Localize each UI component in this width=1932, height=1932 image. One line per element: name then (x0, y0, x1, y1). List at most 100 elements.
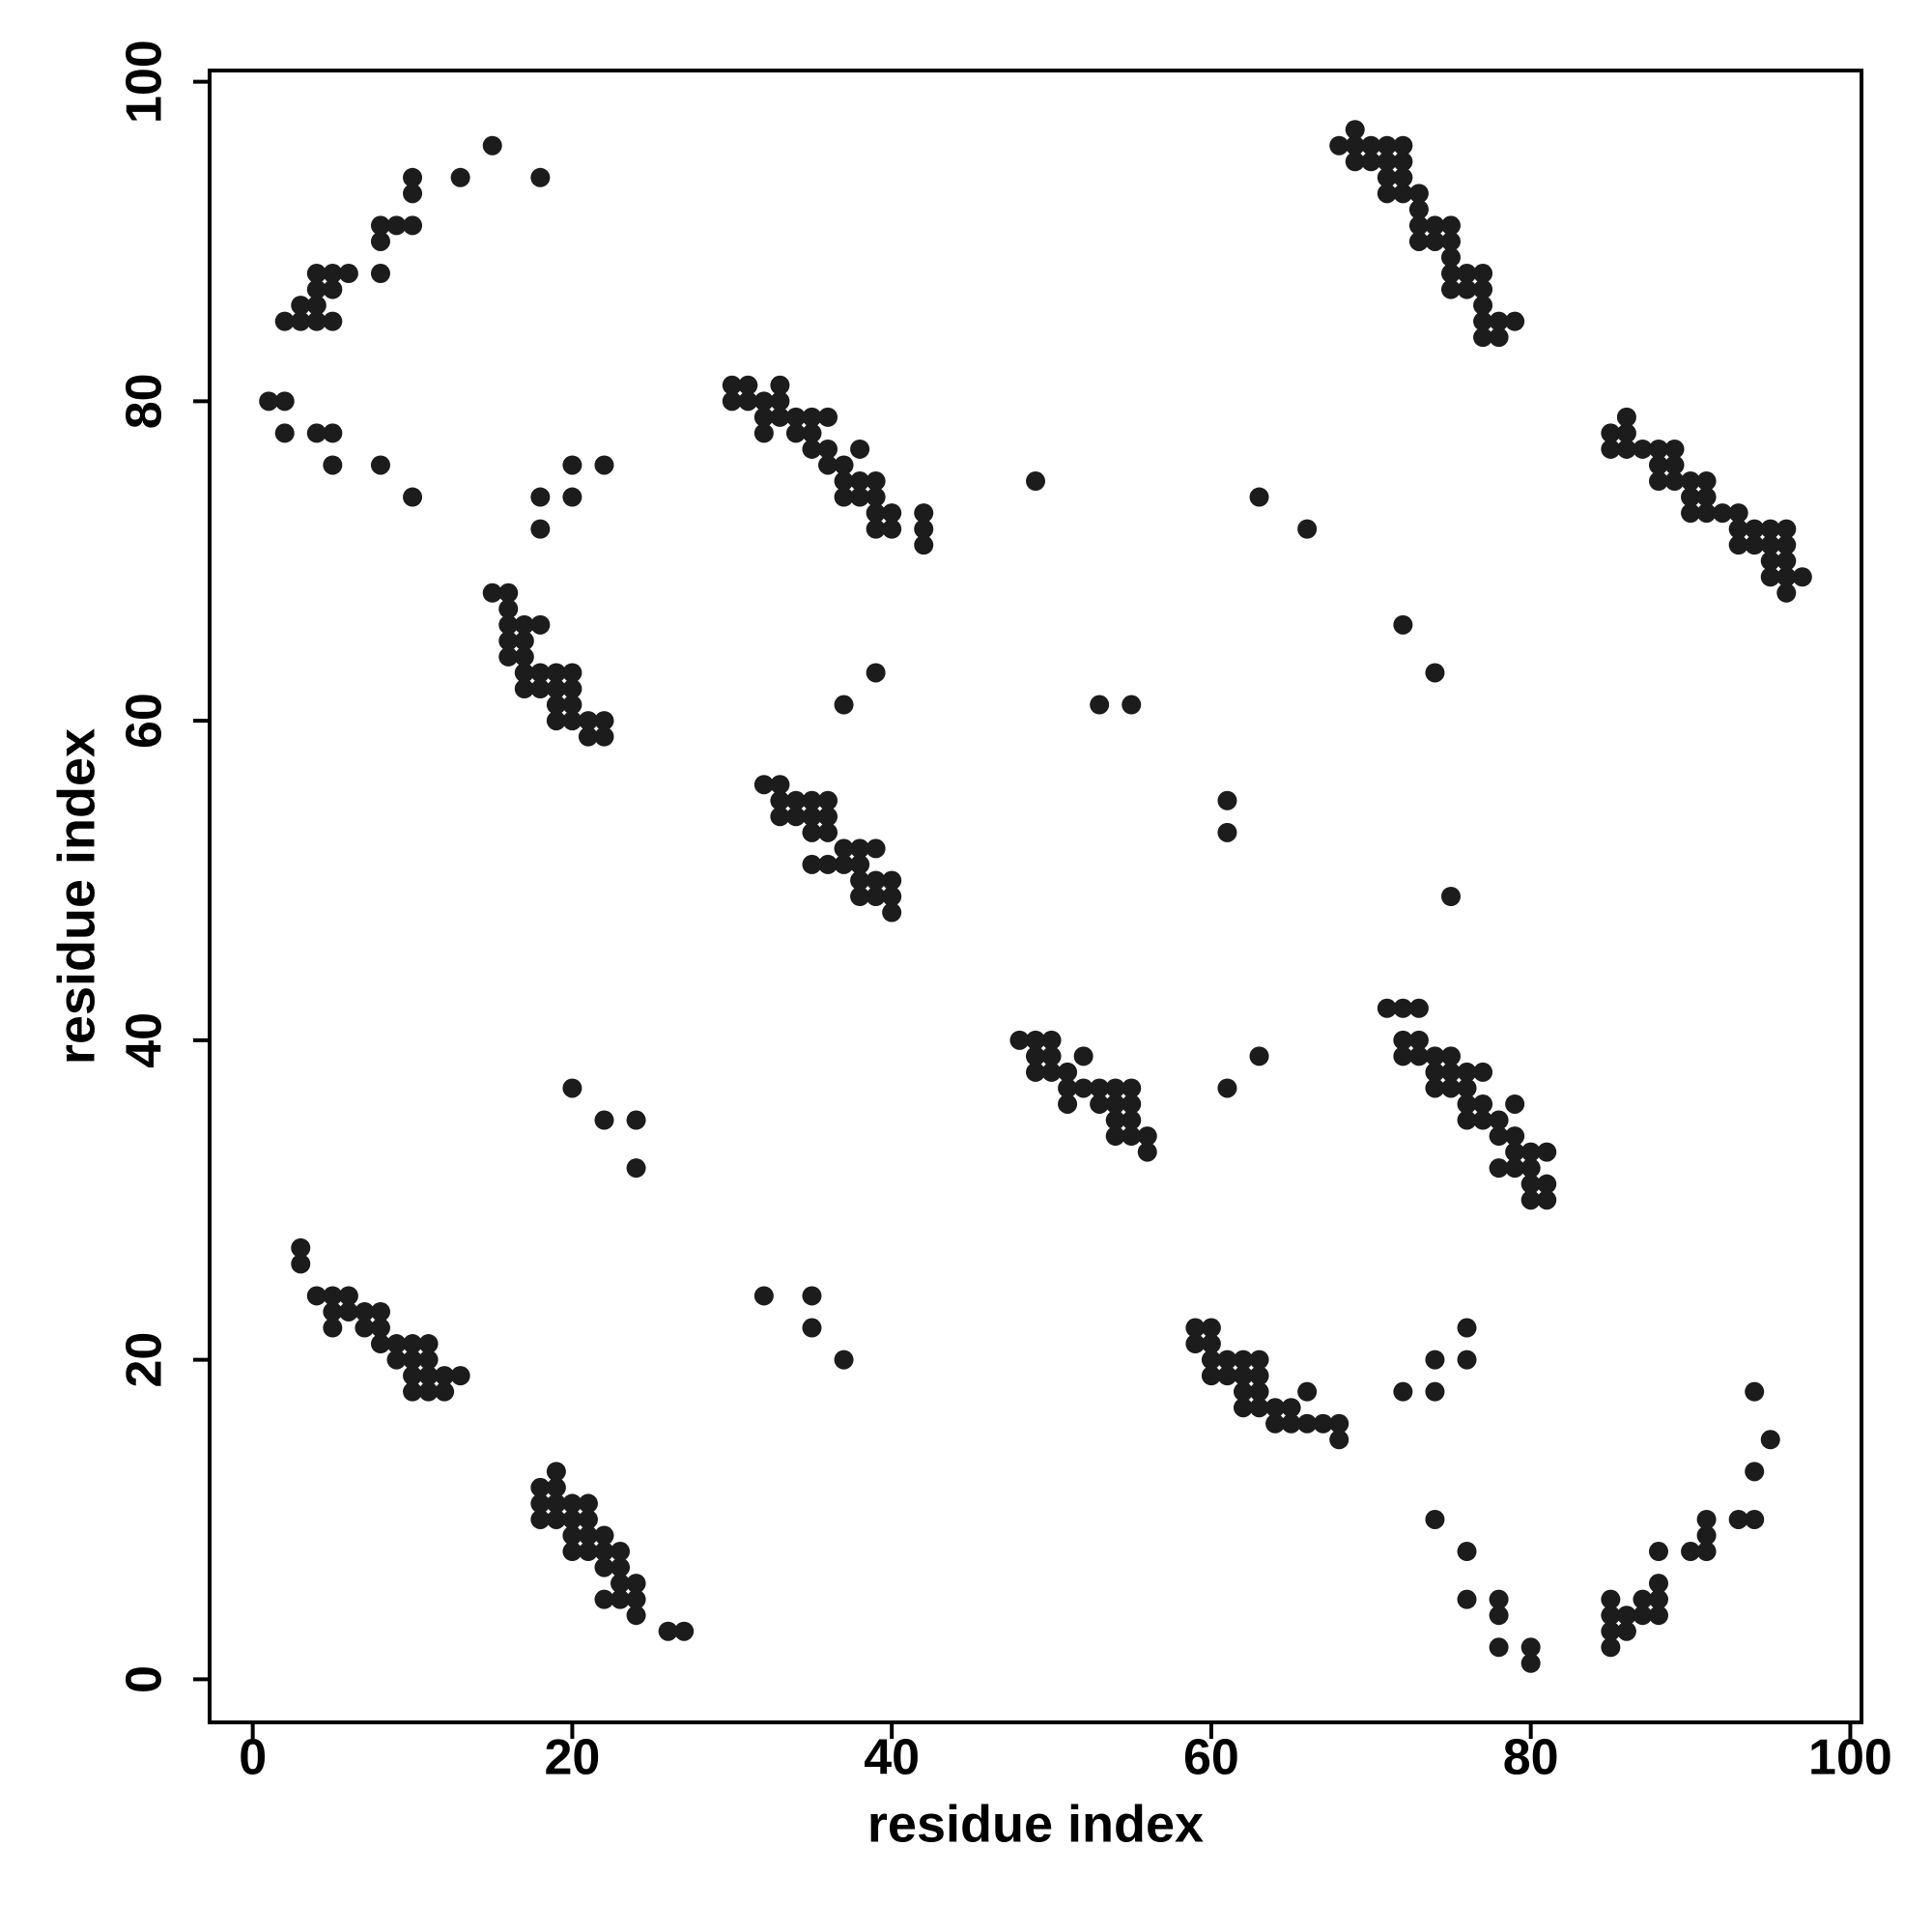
point (1249, 1398, 1269, 1418)
point (1297, 1413, 1318, 1434)
point (1520, 1158, 1541, 1179)
point (770, 407, 790, 427)
point (785, 790, 806, 810)
point (323, 423, 343, 443)
y-tick-label: 40 (117, 1012, 173, 1068)
point (562, 1078, 582, 1098)
point (866, 887, 886, 906)
point (1537, 1174, 1557, 1194)
point (306, 311, 327, 331)
point (1696, 1509, 1717, 1529)
point (1361, 152, 1381, 172)
point (914, 503, 934, 524)
point (1520, 1653, 1541, 1673)
point (802, 790, 822, 810)
x-axis-label: residue index (867, 1795, 1204, 1853)
point (1425, 1350, 1445, 1370)
point (1728, 535, 1748, 555)
point (1233, 1366, 1253, 1386)
point (1058, 1062, 1078, 1082)
point (1473, 1094, 1493, 1114)
point (1760, 519, 1780, 539)
point (1457, 1542, 1477, 1562)
point (1457, 1589, 1477, 1609)
point (546, 695, 566, 715)
point (274, 423, 295, 443)
point (530, 1509, 551, 1529)
point (291, 1237, 311, 1258)
point (594, 455, 614, 475)
point (291, 1254, 311, 1274)
point (1026, 1062, 1045, 1082)
point (834, 471, 854, 492)
point (562, 679, 582, 699)
point (1393, 998, 1413, 1018)
point (738, 391, 758, 412)
point (1520, 1142, 1541, 1162)
point (914, 535, 934, 555)
point (1648, 455, 1668, 475)
x-tick-label: 40 (864, 1730, 920, 1786)
point (530, 167, 551, 187)
point (594, 1557, 614, 1577)
point (753, 1286, 774, 1306)
point (306, 296, 327, 316)
point (594, 711, 614, 731)
point (370, 1334, 390, 1354)
point (1601, 439, 1621, 459)
point (770, 391, 790, 412)
point (1457, 1350, 1477, 1370)
point (785, 807, 806, 827)
point (323, 1286, 343, 1306)
point (530, 1493, 551, 1514)
point (1696, 1525, 1717, 1546)
point (1505, 311, 1525, 331)
x-tick-label: 80 (1503, 1730, 1559, 1786)
point (482, 582, 502, 603)
point (1026, 1046, 1045, 1066)
point (450, 1366, 470, 1386)
point (514, 646, 534, 667)
point (866, 663, 886, 683)
point (1377, 167, 1397, 187)
point (594, 1589, 614, 1609)
point (323, 455, 343, 475)
point (1217, 790, 1237, 810)
point (386, 1334, 407, 1354)
point (514, 663, 534, 683)
point (1425, 1509, 1445, 1529)
point (738, 375, 758, 395)
point (1489, 1637, 1509, 1658)
point (1745, 535, 1765, 555)
point (562, 487, 582, 507)
point (1105, 1078, 1125, 1098)
point (1233, 1381, 1253, 1402)
point (1713, 503, 1733, 524)
point (1217, 1366, 1237, 1386)
point (626, 1110, 646, 1130)
point (1408, 1030, 1429, 1050)
point (530, 679, 551, 699)
point (1440, 247, 1461, 268)
point (1329, 1413, 1350, 1434)
point (1345, 120, 1365, 140)
point (403, 1366, 423, 1386)
point (1489, 311, 1509, 331)
point (1185, 1318, 1206, 1338)
point (834, 455, 854, 475)
point (530, 663, 551, 683)
point (1473, 327, 1493, 348)
point (802, 1318, 822, 1338)
point (1122, 1094, 1142, 1114)
point (866, 519, 886, 539)
point (1201, 1318, 1221, 1338)
point (770, 775, 790, 795)
point (578, 1542, 598, 1562)
point (562, 455, 582, 475)
point (1329, 1430, 1350, 1450)
point (578, 726, 598, 747)
point (514, 679, 534, 699)
point (498, 614, 519, 635)
point (802, 854, 822, 874)
point (594, 726, 614, 747)
